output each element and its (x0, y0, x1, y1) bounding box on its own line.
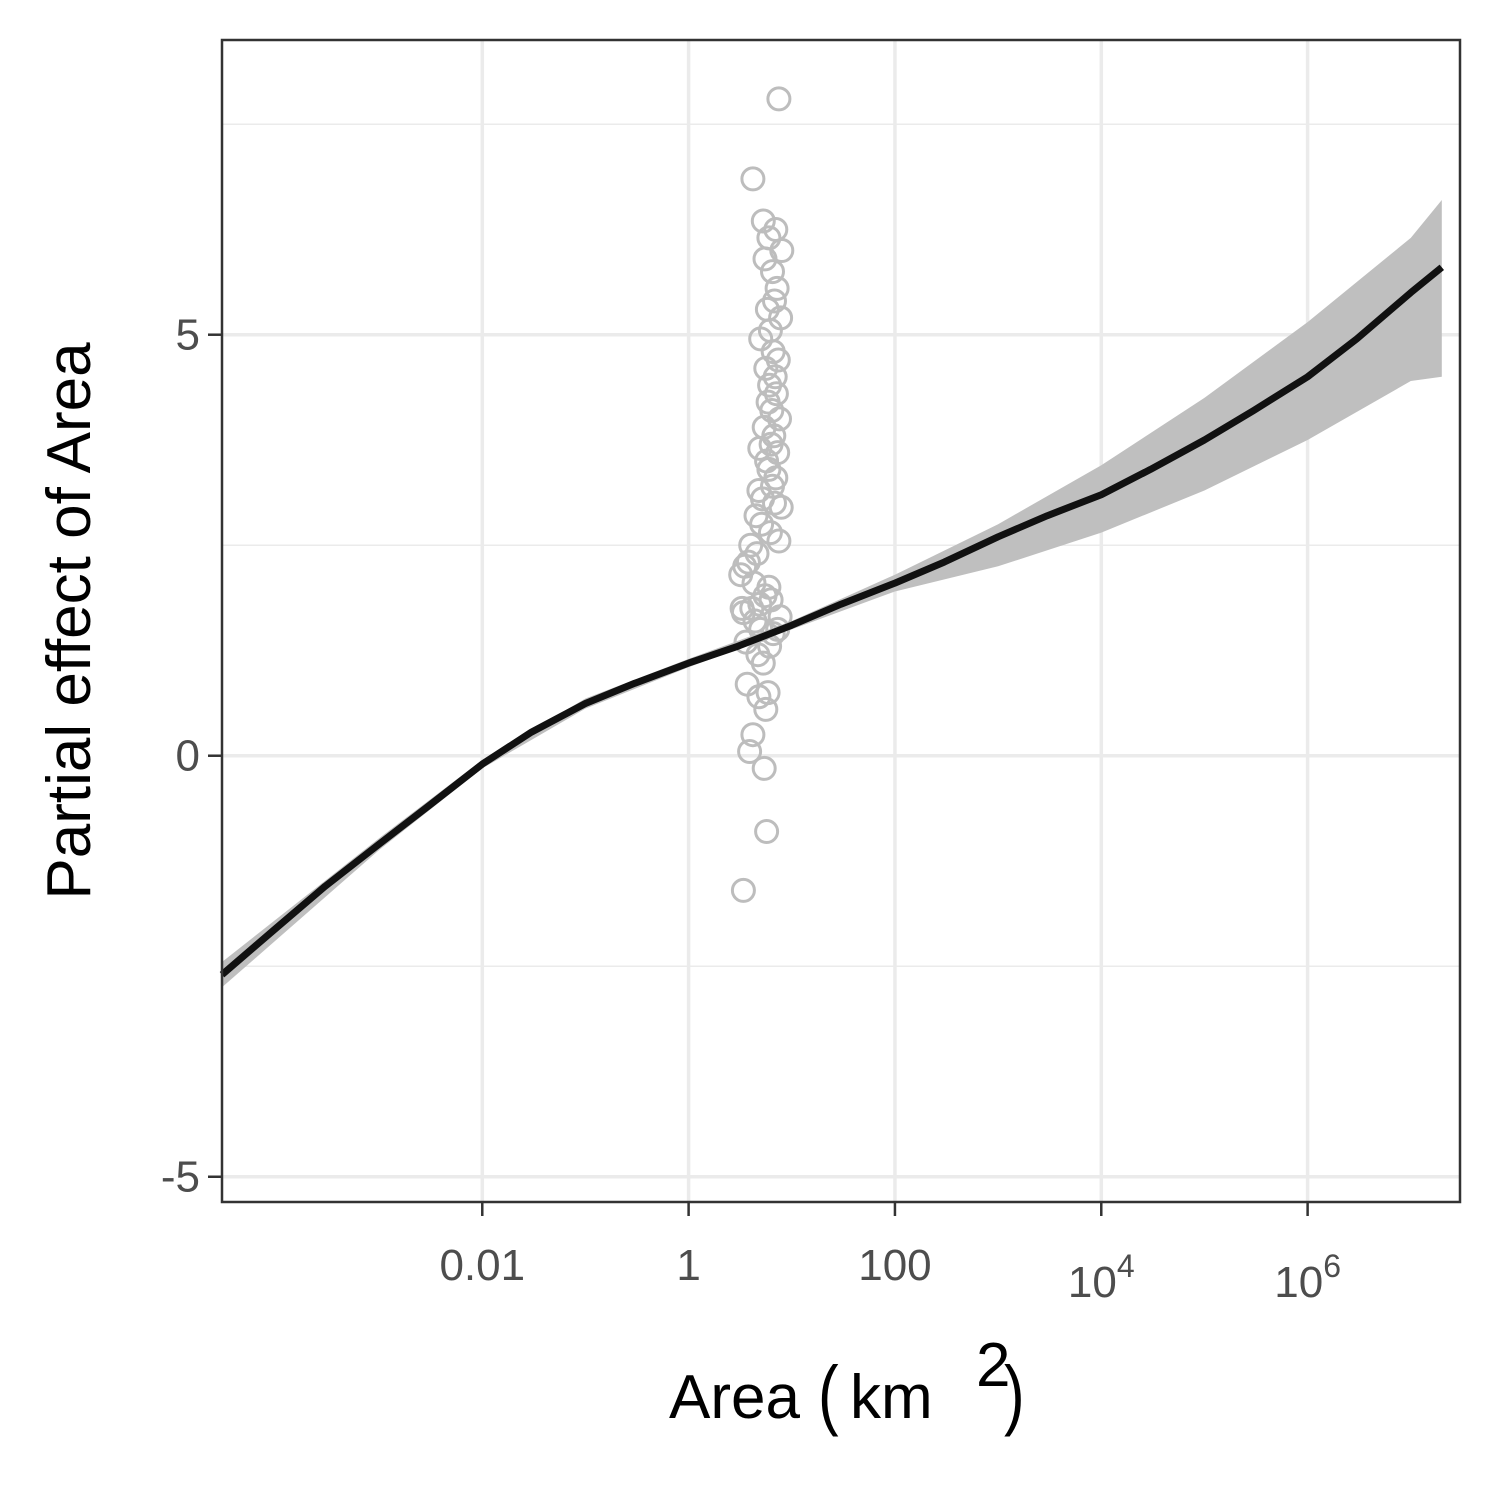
observation-point (730, 877, 756, 903)
x-axis-title-paren-open: ( (818, 1350, 839, 1437)
observation-point (750, 208, 776, 234)
observation-point (752, 246, 778, 272)
panel-border (220, 38, 1462, 1204)
x-axis-title-unit: km (850, 1363, 933, 1432)
fit-line (219, 264, 1445, 978)
observation-point (766, 86, 792, 112)
observation-point (760, 259, 785, 285)
y-axis-title: Partial effect of Area (35, 342, 104, 900)
observation-point (765, 347, 791, 373)
observation-point (747, 435, 773, 461)
x-tick-label: 104 (1068, 1248, 1135, 1307)
y-tick-label: -5 (161, 1153, 200, 1202)
observation-point (763, 381, 789, 407)
observation-point (756, 456, 782, 482)
x-tick-label: 106 (1274, 1248, 1341, 1307)
observation-point (758, 431, 784, 457)
grid-lines (222, 40, 1460, 1202)
x-axis: 0.01 1 100 104 106 (439, 1202, 1341, 1307)
x-axis-title-paren-close: ) (1004, 1350, 1025, 1437)
y-tick-label: 0 (176, 732, 200, 781)
x-tick-label: 0.01 (439, 1241, 525, 1290)
x-axis-title-unit-exponent: 2 (976, 1331, 1010, 1400)
observation-point (748, 326, 774, 352)
x-tick-label: 100 (858, 1241, 931, 1290)
observation-point (728, 562, 754, 588)
observation-point (757, 372, 783, 398)
observation-point (749, 511, 775, 537)
observation-point (754, 819, 780, 844)
observation-point (753, 696, 779, 722)
observation-point (747, 591, 773, 617)
x-axis-title-label: Area (669, 1363, 800, 1432)
observation-point (757, 520, 783, 546)
x-tick-label: 1 (676, 1241, 700, 1290)
observation-points (728, 86, 795, 903)
observation-point (764, 275, 790, 301)
observation-point (729, 595, 755, 621)
observation-point (740, 722, 766, 748)
observation-point (762, 288, 787, 314)
x-axis-title: Area ( km 2 ) (669, 1331, 1025, 1437)
observation-point (740, 166, 766, 192)
observation-point (768, 494, 794, 520)
y-axis: -5 0 5 (161, 311, 222, 1202)
observation-point (751, 755, 777, 781)
observation-point (737, 739, 763, 764)
panel-background (222, 40, 1460, 1202)
observation-point (766, 528, 792, 554)
y-tick-label: 5 (176, 311, 200, 360)
observation-point (755, 680, 781, 706)
observation-point (750, 650, 776, 676)
observation-point (767, 406, 792, 432)
